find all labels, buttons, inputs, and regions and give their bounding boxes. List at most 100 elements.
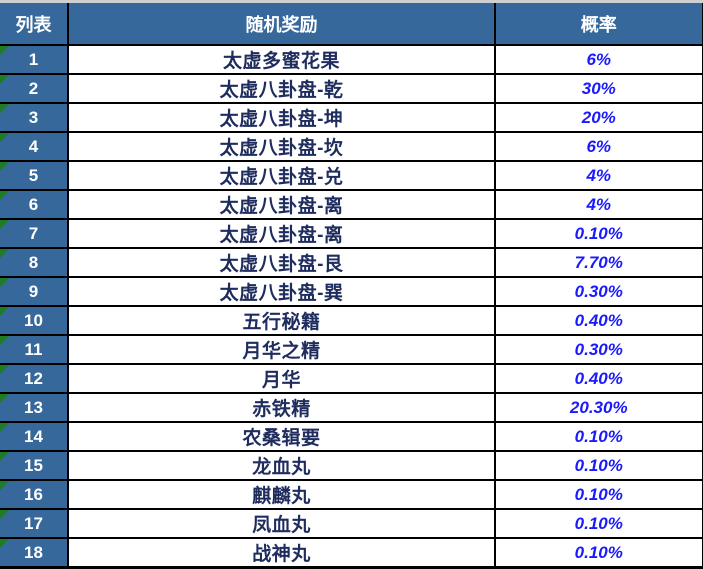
cell-error-triangle-icon	[0, 366, 9, 374]
row-index: 17	[24, 513, 43, 533]
probability-table: 列表 随机奖励 概率 1 太虚多蜜花果 6% 2 太虚八卦盘-乾 30% 3 太…	[0, 3, 703, 569]
row-index-cell: 9	[0, 276, 69, 307]
row-index: 1	[28, 49, 39, 69]
row-index-cell: 1	[0, 44, 69, 75]
reward-cell: 五行秘籍	[67, 305, 496, 336]
cell-error-triangle-icon	[0, 76, 9, 84]
probability-cell: 0.10%	[494, 218, 703, 249]
table-row: 6 太虚八卦盘-离 4%	[0, 189, 703, 220]
table-body: 1 太虚多蜜花果 6% 2 太虚八卦盘-乾 30% 3 太虚八卦盘-坤 20% …	[0, 44, 703, 569]
probability-cell: 4%	[494, 189, 703, 220]
row-index: 11	[24, 339, 43, 359]
row-index-cell: 16	[0, 479, 69, 510]
row-index: 4	[28, 136, 39, 156]
cell-error-triangle-icon	[0, 250, 9, 258]
probability-cell: 7.70%	[494, 247, 703, 278]
cell-error-triangle-icon	[0, 221, 9, 229]
reward-cell: 月华	[67, 363, 496, 394]
cell-error-triangle-icon	[0, 511, 9, 519]
probability-cell: 4%	[494, 160, 703, 191]
reward-cell: 赤铁精	[67, 392, 496, 423]
probability-cell: 0.10%	[494, 450, 703, 481]
probability-cell: 0.10%	[494, 537, 703, 569]
row-index: 12	[24, 368, 43, 388]
reward-cell: 太虚八卦盘-巽	[67, 276, 496, 307]
row-index: 3	[28, 107, 39, 127]
row-index-cell: 7	[0, 218, 69, 249]
table-row: 15 龙血丸 0.10%	[0, 450, 703, 481]
reward-cell: 太虚八卦盘-坎	[67, 131, 496, 162]
header-cell-random-reward: 随机奖励	[67, 3, 496, 46]
header-cell-probability: 概率	[494, 3, 703, 46]
row-index: 13	[24, 397, 43, 417]
cell-error-triangle-icon	[0, 192, 9, 200]
table-row: 13 赤铁精 20.30%	[0, 392, 703, 423]
row-index: 5	[28, 165, 39, 185]
probability-cell: 0.30%	[494, 276, 703, 307]
row-index-cell: 6	[0, 189, 69, 220]
row-index: 10	[24, 310, 43, 330]
table-row: 10 五行秘籍 0.40%	[0, 305, 703, 336]
table-row: 11 月华之精 0.30%	[0, 334, 703, 365]
cell-error-triangle-icon	[0, 134, 9, 142]
table-row: 5 太虚八卦盘-兑 4%	[0, 160, 703, 191]
header-row: 列表 随机奖励 概率	[0, 3, 703, 46]
table-row: 17 凤血丸 0.10%	[0, 508, 703, 539]
cell-error-triangle-icon	[0, 395, 9, 403]
row-index-cell: 8	[0, 247, 69, 278]
row-index: 6	[28, 194, 39, 214]
table-row: 4 太虚八卦盘-坎 6%	[0, 131, 703, 162]
header-cell-list: 列表	[0, 3, 69, 46]
probability-cell: 0.10%	[494, 421, 703, 452]
cell-error-triangle-icon	[0, 47, 9, 55]
row-index-cell: 5	[0, 160, 69, 191]
cell-error-triangle-icon	[0, 482, 9, 490]
probability-cell: 30%	[494, 73, 703, 104]
row-index: 18	[24, 542, 43, 562]
row-index: 16	[24, 484, 43, 504]
row-index-cell: 14	[0, 421, 69, 452]
reward-cell: 龙血丸	[67, 450, 496, 481]
probability-cell: 20%	[494, 102, 703, 133]
table-row: 9 太虚八卦盘-巽 0.30%	[0, 276, 703, 307]
reward-cell: 太虚八卦盘-离	[67, 189, 496, 220]
cell-error-triangle-icon	[0, 105, 9, 113]
probability-cell: 0.10%	[494, 479, 703, 510]
row-index-cell: 10	[0, 305, 69, 336]
row-index: 9	[28, 281, 39, 301]
table-row: 14 农桑辑要 0.10%	[0, 421, 703, 452]
row-index-cell: 17	[0, 508, 69, 539]
probability-cell: 6%	[494, 131, 703, 162]
reward-cell: 太虚八卦盘-乾	[67, 73, 496, 104]
table-row: 16 麒麟丸 0.10%	[0, 479, 703, 510]
reward-cell: 凤血丸	[67, 508, 496, 539]
row-index: 15	[24, 455, 43, 475]
row-index-cell: 11	[0, 334, 69, 365]
reward-cell: 太虚八卦盘-兑	[67, 160, 496, 191]
probability-cell: 20.30%	[494, 392, 703, 423]
row-index-cell: 2	[0, 73, 69, 104]
reward-cell: 战神丸	[67, 537, 496, 569]
cell-error-triangle-icon	[0, 163, 9, 171]
row-index: 2	[28, 78, 39, 98]
cell-error-triangle-icon	[0, 424, 9, 432]
probability-cell: 0.10%	[494, 508, 703, 539]
row-index: 8	[28, 252, 39, 272]
reward-cell: 太虚八卦盘-离	[67, 218, 496, 249]
cell-error-triangle-icon	[0, 308, 9, 316]
row-index-cell: 13	[0, 392, 69, 423]
table-row: 3 太虚八卦盘-坤 20%	[0, 102, 703, 133]
row-index-cell: 4	[0, 131, 69, 162]
row-index: 14	[24, 426, 43, 446]
reward-cell: 太虚八卦盘-坤	[67, 102, 496, 133]
table-row: 8 太虚八卦盘-艮 7.70%	[0, 247, 703, 278]
reward-cell: 麒麟丸	[67, 479, 496, 510]
reward-cell: 农桑辑要	[67, 421, 496, 452]
table-row: 18 战神丸 0.10%	[0, 537, 703, 569]
reward-cell: 太虚多蜜花果	[67, 44, 496, 75]
table-header: 列表 随机奖励 概率	[0, 3, 703, 46]
cell-error-triangle-icon	[0, 279, 9, 287]
row-index-cell: 15	[0, 450, 69, 481]
table-row: 12 月华 0.40%	[0, 363, 703, 394]
row-index-cell: 18	[0, 537, 69, 569]
